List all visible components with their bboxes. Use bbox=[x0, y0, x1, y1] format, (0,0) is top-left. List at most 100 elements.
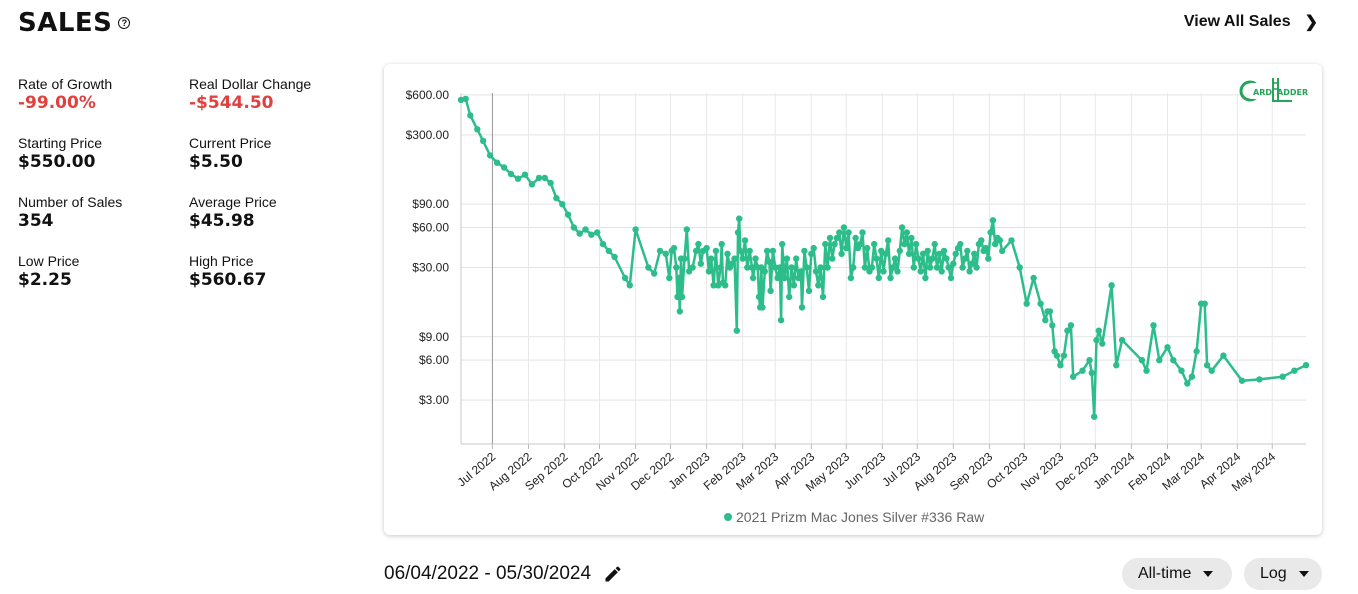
data-point[interactable] bbox=[712, 247, 720, 255]
data-point[interactable] bbox=[514, 175, 522, 182]
data-point[interactable] bbox=[917, 268, 924, 275]
data-point[interactable] bbox=[810, 244, 817, 252]
data-point[interactable] bbox=[1016, 264, 1023, 271]
data-point[interactable] bbox=[744, 264, 751, 271]
data-point[interactable] bbox=[1170, 357, 1177, 364]
data-point[interactable] bbox=[674, 293, 681, 301]
data-point[interactable] bbox=[989, 217, 997, 224]
data-point[interactable] bbox=[931, 240, 938, 248]
data-point[interactable] bbox=[1095, 327, 1102, 334]
data-point[interactable] bbox=[710, 282, 717, 289]
data-point[interactable] bbox=[1238, 377, 1246, 384]
data-point[interactable] bbox=[467, 112, 474, 119]
data-point[interactable] bbox=[803, 264, 810, 271]
data-point[interactable] bbox=[662, 250, 669, 257]
data-point[interactable] bbox=[621, 274, 629, 282]
data-point[interactable] bbox=[912, 240, 920, 248]
data-point[interactable] bbox=[729, 260, 736, 267]
data-point[interactable] bbox=[564, 211, 572, 218]
data-point[interactable] bbox=[1156, 357, 1163, 364]
data-point[interactable] bbox=[959, 264, 966, 271]
data-point[interactable] bbox=[859, 229, 866, 236]
data-point[interactable] bbox=[1291, 367, 1298, 374]
data-point[interactable] bbox=[717, 264, 724, 271]
data-point[interactable] bbox=[845, 229, 852, 236]
data-point[interactable] bbox=[843, 244, 850, 252]
data-point[interactable] bbox=[1188, 373, 1196, 380]
data-point[interactable] bbox=[1099, 340, 1106, 347]
data-point[interactable] bbox=[1193, 348, 1200, 355]
data-point[interactable] bbox=[666, 274, 673, 282]
help-icon[interactable]: ? bbox=[118, 17, 131, 29]
data-point[interactable] bbox=[875, 274, 882, 282]
data-point[interactable] bbox=[1150, 322, 1157, 329]
data-point[interactable] bbox=[670, 244, 678, 252]
data-point[interactable] bbox=[933, 264, 941, 271]
data-point[interactable] bbox=[1057, 362, 1064, 369]
data-point[interactable] bbox=[777, 317, 785, 324]
data-point[interactable] bbox=[910, 264, 917, 271]
edit-pencil-icon[interactable] bbox=[603, 564, 623, 584]
data-point[interactable] bbox=[521, 171, 529, 178]
data-point[interactable] bbox=[831, 240, 838, 248]
sales-chart[interactable]: $600.00 $300.00 $90.00 $60.00 $30.00 $9.00 $6.… bbox=[384, 64, 1322, 535]
data-point[interactable] bbox=[1079, 367, 1086, 374]
data-point[interactable] bbox=[576, 230, 583, 237]
data-point[interactable] bbox=[767, 287, 774, 294]
data-point[interactable] bbox=[766, 258, 773, 266]
data-point[interactable] bbox=[887, 274, 894, 282]
data-point[interactable] bbox=[961, 255, 969, 262]
data-point[interactable] bbox=[1143, 367, 1150, 374]
data-point[interactable] bbox=[798, 304, 806, 311]
data-point[interactable] bbox=[850, 264, 857, 271]
data-point[interactable] bbox=[632, 226, 639, 233]
data-point[interactable] bbox=[940, 247, 948, 255]
data-point[interactable] bbox=[880, 268, 887, 275]
data-point[interactable] bbox=[692, 247, 700, 255]
data-point[interactable] bbox=[1203, 362, 1211, 369]
data-point[interactable] bbox=[594, 229, 601, 236]
data-point[interactable] bbox=[605, 247, 612, 255]
data-point[interactable] bbox=[705, 268, 713, 275]
data-point[interactable] bbox=[797, 268, 805, 275]
data-point[interactable] bbox=[857, 240, 864, 248]
data-point[interactable] bbox=[769, 247, 777, 255]
data-point[interactable] bbox=[966, 268, 973, 275]
data-point[interactable] bbox=[1164, 344, 1171, 351]
data-point[interactable] bbox=[885, 237, 892, 244]
data-point[interactable] bbox=[1046, 308, 1054, 315]
data-point[interactable] bbox=[812, 268, 820, 275]
data-point[interactable] bbox=[731, 255, 738, 262]
data-point[interactable] bbox=[1208, 367, 1215, 374]
data-point[interactable] bbox=[786, 293, 793, 301]
data-point[interactable] bbox=[840, 224, 848, 231]
legend-label[interactable]: 2021 Prizm Mac Jones Silver #336 Raw bbox=[736, 509, 985, 525]
data-point[interactable] bbox=[790, 282, 798, 289]
data-point[interactable] bbox=[626, 282, 633, 289]
data-point[interactable] bbox=[741, 237, 749, 244]
data-point[interactable] bbox=[736, 215, 743, 222]
data-point[interactable] bbox=[718, 240, 725, 248]
data-point[interactable] bbox=[528, 181, 536, 188]
data-point[interactable] bbox=[978, 237, 985, 244]
data-point[interactable] bbox=[734, 229, 742, 236]
data-point[interactable] bbox=[805, 287, 813, 294]
data-point[interactable] bbox=[683, 226, 690, 233]
data-point[interactable] bbox=[889, 264, 896, 271]
data-point[interactable] bbox=[673, 264, 680, 271]
data-point[interactable] bbox=[938, 268, 945, 275]
data-point[interactable] bbox=[582, 226, 589, 233]
data-point[interactable] bbox=[1064, 327, 1071, 334]
data-point[interactable] bbox=[882, 250, 889, 257]
data-point[interactable] bbox=[715, 282, 722, 289]
data-point[interactable] bbox=[829, 255, 836, 262]
data-point[interactable] bbox=[651, 270, 658, 277]
data-point[interactable] bbox=[808, 250, 815, 257]
data-point[interactable] bbox=[987, 229, 994, 236]
data-point[interactable] bbox=[896, 247, 903, 255]
data-point[interactable] bbox=[1053, 352, 1061, 359]
view-all-sales-link[interactable]: View All Sales ❯ bbox=[1184, 12, 1318, 32]
data-point[interactable] bbox=[894, 268, 901, 275]
data-point[interactable] bbox=[1060, 352, 1068, 359]
data-point[interactable] bbox=[689, 264, 696, 271]
